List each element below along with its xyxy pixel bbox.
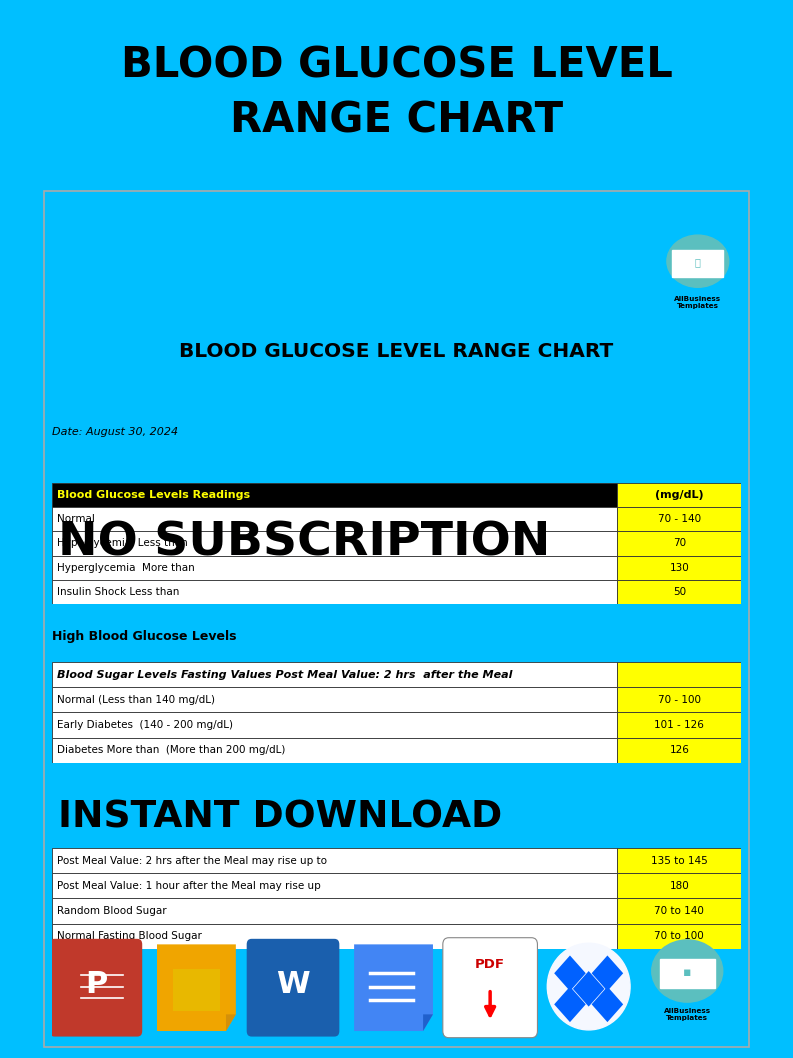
- Text: Date: August 30, 2024: Date: August 30, 2024: [52, 427, 178, 437]
- Text: Blood Sugar Levels Fasting Values Post Meal Value: 2 hrs  after the Meal: Blood Sugar Levels Fasting Values Post M…: [57, 670, 512, 679]
- Text: Normal Fasting Blood Sugar: Normal Fasting Blood Sugar: [57, 931, 202, 942]
- Bar: [52, 873, 617, 898]
- Ellipse shape: [667, 235, 729, 288]
- Text: 126: 126: [669, 745, 689, 755]
- Polygon shape: [554, 955, 586, 991]
- Text: 70 - 100: 70 - 100: [658, 695, 701, 705]
- Bar: [52, 712, 617, 737]
- FancyBboxPatch shape: [247, 938, 339, 1037]
- Bar: [672, 250, 723, 276]
- Text: Diabetes More than  (More than 200 mg/dL): Diabetes More than (More than 200 mg/dL): [57, 745, 285, 755]
- Text: Normal (Less than 140 mg/dL): Normal (Less than 140 mg/dL): [57, 695, 215, 705]
- Bar: [617, 924, 741, 949]
- Text: 70: 70: [672, 539, 686, 548]
- Ellipse shape: [652, 940, 722, 1002]
- Text: Post Meal Value: 1 hour after the Meal may rise up: Post Meal Value: 1 hour after the Meal m…: [57, 881, 321, 891]
- Text: PDF: PDF: [475, 957, 505, 971]
- Bar: [52, 924, 617, 949]
- Polygon shape: [157, 945, 236, 1030]
- Text: P: P: [85, 970, 107, 999]
- Text: BLOOD GLUCOSE LEVEL
RANGE CHART: BLOOD GLUCOSE LEVEL RANGE CHART: [121, 44, 672, 142]
- Bar: [52, 849, 617, 873]
- Polygon shape: [592, 986, 623, 1022]
- Bar: [617, 688, 741, 712]
- Polygon shape: [226, 1015, 236, 1030]
- Text: INSTANT DOWNLOAD: INSTANT DOWNLOAD: [58, 800, 502, 836]
- Ellipse shape: [547, 944, 630, 1029]
- Bar: [617, 555, 741, 580]
- Bar: [52, 688, 617, 712]
- Bar: [173, 969, 220, 1011]
- Polygon shape: [354, 945, 433, 1030]
- Bar: [52, 898, 617, 924]
- Text: Random Blood Sugar: Random Blood Sugar: [57, 906, 167, 916]
- Text: AllBusiness
Templates: AllBusiness Templates: [664, 1007, 711, 1021]
- Text: 50: 50: [672, 587, 686, 597]
- Polygon shape: [592, 955, 623, 991]
- Text: ⬛: ⬛: [695, 257, 701, 268]
- Bar: [617, 482, 741, 507]
- Bar: [617, 580, 741, 604]
- FancyBboxPatch shape: [442, 937, 538, 1038]
- Text: Hyperglycemia  More than: Hyperglycemia More than: [57, 563, 195, 572]
- Bar: [52, 507, 617, 531]
- Bar: [52, 531, 617, 555]
- Text: Post Meal Value: 2 hrs after the Meal may rise up to: Post Meal Value: 2 hrs after the Meal ma…: [57, 856, 327, 865]
- Bar: [52, 737, 617, 763]
- Text: BLOOD GLUCOSE LEVEL RANGE CHART: BLOOD GLUCOSE LEVEL RANGE CHART: [179, 342, 614, 361]
- Bar: [52, 662, 617, 688]
- Bar: [617, 662, 741, 688]
- Polygon shape: [554, 986, 586, 1022]
- Text: ▪: ▪: [683, 966, 691, 979]
- Text: Early Diabetes  (140 - 200 mg/dL): Early Diabetes (140 - 200 mg/dL): [57, 719, 233, 730]
- Bar: [617, 737, 741, 763]
- Bar: [660, 959, 714, 988]
- Text: 101 - 126: 101 - 126: [654, 719, 704, 730]
- Bar: [617, 507, 741, 531]
- Text: High Blood Glucose Levels: High Blood Glucose Levels: [52, 630, 236, 642]
- Text: 180: 180: [669, 881, 689, 891]
- Text: W: W: [276, 970, 310, 999]
- FancyBboxPatch shape: [50, 938, 142, 1037]
- Text: Normal: Normal: [57, 514, 95, 524]
- Text: Insulin Shock Less than: Insulin Shock Less than: [57, 587, 179, 597]
- Bar: [617, 849, 741, 873]
- Bar: [617, 873, 741, 898]
- Text: Hypoglycemia  Less than: Hypoglycemia Less than: [57, 539, 188, 548]
- Bar: [52, 482, 617, 507]
- Polygon shape: [573, 971, 604, 1006]
- Text: Blood Glucose Levels Readings: Blood Glucose Levels Readings: [57, 490, 250, 499]
- Text: 70 - 140: 70 - 140: [658, 514, 701, 524]
- Bar: [617, 531, 741, 555]
- Bar: [52, 580, 617, 604]
- Bar: [52, 555, 617, 580]
- Polygon shape: [423, 1015, 433, 1030]
- Bar: [617, 712, 741, 737]
- Text: 130: 130: [669, 563, 689, 572]
- Text: 70 to 140: 70 to 140: [654, 906, 704, 916]
- Text: NO SUBSCRIPTION: NO SUBSCRIPTION: [59, 521, 551, 566]
- Text: AllBusiness
Templates: AllBusiness Templates: [674, 296, 722, 309]
- Bar: [617, 898, 741, 924]
- Text: (mg/dL): (mg/dL): [655, 490, 703, 499]
- Text: 135 to 145: 135 to 145: [651, 856, 707, 865]
- Text: 70 to 100: 70 to 100: [654, 931, 704, 942]
